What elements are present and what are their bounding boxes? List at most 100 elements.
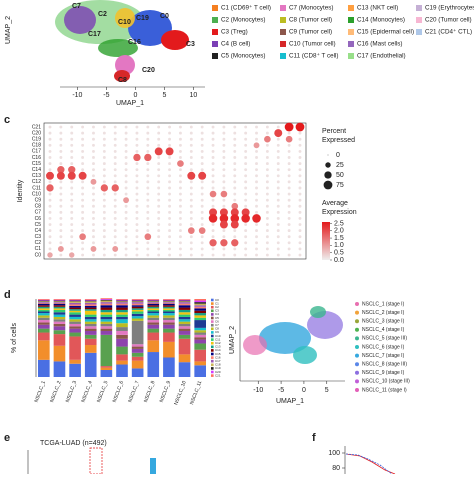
bar-segment (178, 328, 191, 331)
dot (102, 137, 106, 141)
dot (81, 210, 85, 214)
legend-label: C4 (B cell) (221, 41, 250, 48)
dot (265, 192, 269, 196)
dot (198, 227, 206, 234)
dot (146, 241, 150, 245)
bar-segment (53, 314, 66, 317)
dot (244, 125, 248, 129)
bar-segment (116, 316, 128, 320)
dot (244, 192, 248, 196)
bar-segment (53, 308, 66, 310)
bar-segment (178, 321, 191, 324)
bar-segment (131, 305, 144, 307)
dot (102, 125, 106, 129)
bar-segment (178, 301, 191, 303)
x-tick-label: 10 (190, 92, 198, 99)
bar-segment (163, 306, 175, 309)
dot (255, 149, 258, 153)
dot (244, 241, 248, 245)
legend-label: C15 (215, 352, 221, 356)
dot (146, 143, 150, 147)
dot (276, 137, 280, 141)
bar-segment (116, 309, 128, 313)
legend-swatch (348, 53, 354, 59)
dot (48, 241, 52, 245)
legend-label: C11 (215, 337, 221, 341)
bar-segment (84, 321, 97, 324)
bar-segment (69, 332, 81, 337)
dot (276, 156, 280, 159)
bar-segment (194, 306, 206, 309)
y-axis-label: UMAP_2 (229, 326, 236, 354)
dot (59, 223, 63, 226)
dot (81, 229, 85, 233)
bar-segment (147, 301, 160, 303)
bar-segment (194, 361, 206, 366)
dot (154, 147, 163, 156)
dot (46, 171, 54, 180)
bar-segment (116, 319, 128, 324)
bar-segment (147, 299, 160, 300)
dot (124, 216, 128, 220)
dot (146, 162, 150, 166)
dot (157, 192, 161, 196)
panel-label: e (4, 432, 10, 444)
dot (124, 247, 128, 251)
bar-segment (100, 326, 113, 329)
bar-segment (69, 321, 81, 324)
bar-segment (147, 328, 160, 333)
bar-segment (53, 345, 66, 362)
dot (276, 235, 280, 239)
dot (284, 122, 294, 132)
y-tick-label: C1 (35, 246, 42, 252)
dot (187, 171, 196, 180)
bar-segment (84, 352, 97, 377)
legend-swatch (355, 362, 359, 367)
y-tick-label: C21 (32, 124, 41, 130)
bar-segment (69, 302, 81, 305)
dot (233, 180, 237, 184)
dot (244, 198, 248, 202)
bar-segment (53, 326, 66, 331)
survival-curve (345, 453, 393, 475)
y-tick-label: C11 (32, 185, 41, 191)
bar-segment (84, 302, 97, 305)
dot (287, 156, 291, 159)
y-tick-label: C6 (35, 216, 42, 222)
legend-label: C7 (Monocytes) (289, 5, 333, 12)
dot (222, 149, 226, 153)
dot (255, 168, 258, 172)
bar-segment (53, 300, 66, 302)
dot (265, 168, 269, 172)
x-tick-label: NSCLC_2 (49, 380, 62, 403)
dot (244, 180, 248, 184)
y-tick-label: C4 (35, 228, 42, 234)
dot (124, 180, 128, 184)
y-axis-label: % of cells (11, 323, 18, 353)
legend-label: C14 (215, 348, 221, 352)
dot (113, 180, 117, 184)
dot (124, 125, 128, 129)
dot (200, 216, 204, 220)
dot (48, 192, 52, 196)
dot (298, 210, 302, 214)
legend-label: NSCLC_10 (stage III) (362, 379, 410, 385)
dot (92, 253, 95, 257)
dot (220, 239, 228, 247)
bar-segment (84, 345, 97, 353)
dot (179, 174, 182, 178)
dot (124, 174, 128, 178)
bar-segment (131, 352, 144, 357)
dot (113, 174, 117, 178)
dot (168, 198, 171, 202)
dot (200, 131, 204, 135)
bar-segment (53, 306, 66, 309)
dot (70, 131, 74, 135)
bar-segment (194, 349, 206, 362)
x-tick-label: NSCLC_3 (65, 380, 78, 403)
dot (102, 143, 106, 147)
dot (146, 149, 150, 153)
bar-segment (100, 300, 113, 303)
dot (70, 149, 74, 153)
dot (253, 142, 260, 149)
